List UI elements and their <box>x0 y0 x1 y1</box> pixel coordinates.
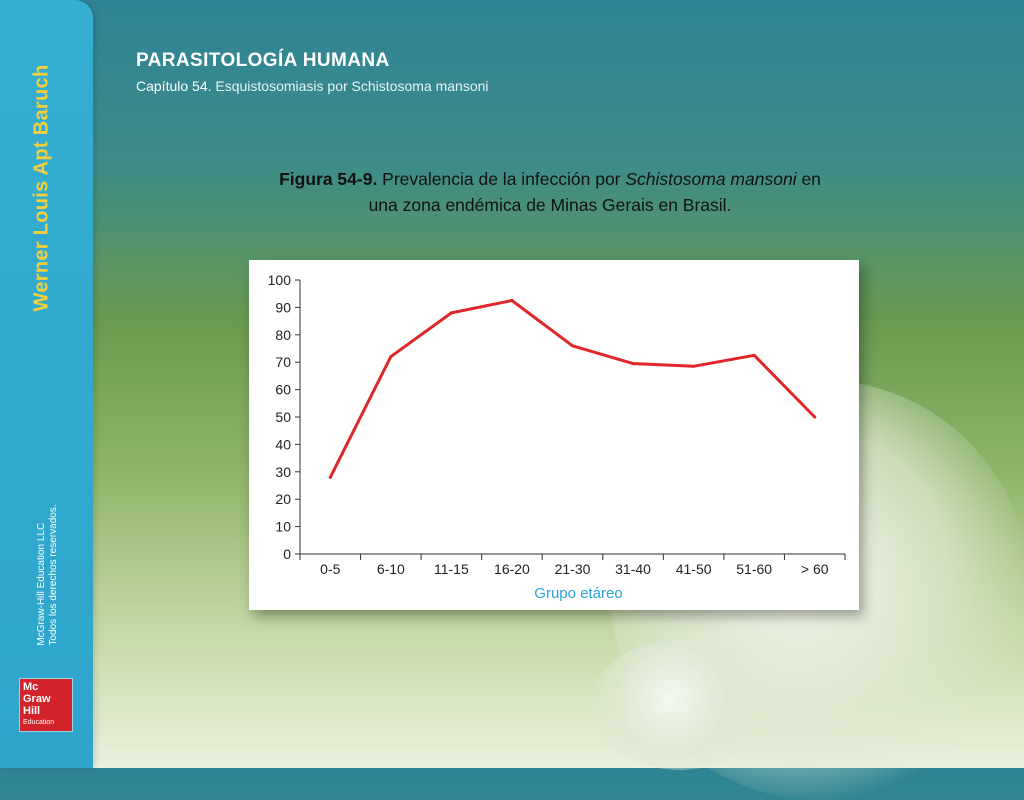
y-tick-label: 80 <box>275 327 291 343</box>
x-axis-title: Grupo etáreo <box>534 585 622 602</box>
data-point <box>571 344 574 348</box>
y-tick-label: 90 <box>275 299 291 315</box>
y-tick-label: 0 <box>283 546 291 562</box>
data-point <box>752 353 756 357</box>
x-tick-label: 41-50 <box>676 561 712 577</box>
data-point <box>328 475 332 479</box>
y-tick-label: 40 <box>275 436 291 452</box>
book-title: PARASITOLOGÍA HUMANA <box>136 50 390 71</box>
x-tick-label: > 60 <box>801 561 829 577</box>
x-tick-label: 16-20 <box>494 561 530 577</box>
publisher-logo: Mc Graw Hill Education <box>20 679 72 731</box>
logo-line-4: Education <box>23 719 55 726</box>
y-tick-label: 60 <box>275 382 291 398</box>
chart-card: 0 10 20 30 40 50 60 70 80 90 100 0-5 6-10 11-15 16-20 2… <box>249 260 859 610</box>
y-tick-label: 20 <box>275 491 291 507</box>
copyright-line-2: Todos los derechos reservados. <box>48 504 59 646</box>
y-tick-label: 10 <box>275 519 291 535</box>
logo-line-3: Hill <box>23 705 41 717</box>
data-point <box>449 311 453 315</box>
logo-line-2: Graw <box>23 693 51 705</box>
data-point <box>631 362 635 366</box>
copyright-notice: McGraw-Hill Education LLC Todos los dere… <box>36 504 60 645</box>
background-blob-small <box>590 640 770 770</box>
prevalence-chart: 0 10 20 30 40 50 60 70 80 90 100 0-5 6-10 11-15 16-20 2… <box>268 272 846 602</box>
chapter-number: Capítulo 54. <box>136 78 212 94</box>
figure-label: Figura 54-9. <box>279 169 378 189</box>
data-point <box>510 299 514 303</box>
chapter-subtitle: Capítulo 54. Esquistosomiasis por Schist… <box>136 78 489 94</box>
y-tick-label: 70 <box>275 354 291 370</box>
copyright-line-1: McGraw-Hill Education LLC <box>36 522 47 646</box>
chapter-topic: Esquistosomiasis por Schistosoma mansoni <box>211 78 489 94</box>
y-tick-label: 50 <box>275 409 291 425</box>
data-point <box>692 364 696 368</box>
caption-text-after: en una zona endémica de Minas Gerais en … <box>368 169 821 215</box>
x-tick-label: 51-60 <box>736 561 772 577</box>
x-tick-label: 6-10 <box>377 561 405 577</box>
caption-species: Schistosoma mansoni <box>625 169 797 189</box>
series-line <box>328 299 817 479</box>
x-tick-label: 21-30 <box>555 561 591 577</box>
x-tick-label: 31-40 <box>615 561 651 577</box>
x-tick-label: 11-15 <box>434 561 469 577</box>
x-tick-label: 0-5 <box>320 561 340 577</box>
sidebar: Werner Louis Apt Baruch McGraw-Hill Educ… <box>0 0 93 768</box>
data-point <box>389 355 393 359</box>
y-tick-label: 100 <box>268 272 292 288</box>
figure-caption: Figura 54-9. Prevalencia de la infección… <box>270 166 830 218</box>
caption-text-before: Prevalencia de la infección por <box>377 169 626 189</box>
author-name: Werner Louis Apt Baruch <box>30 64 53 312</box>
logo-line-1: Mc <box>23 681 39 693</box>
y-tick-label: 30 <box>275 464 291 480</box>
data-point <box>813 415 817 419</box>
